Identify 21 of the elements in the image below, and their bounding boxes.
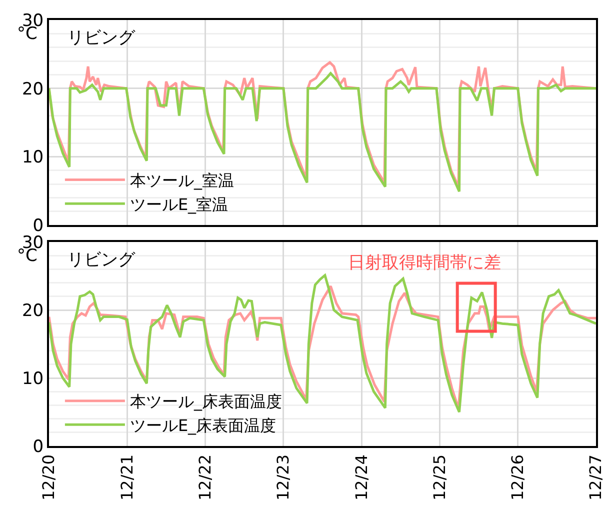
text: リビング bbox=[67, 250, 136, 270]
x-tick-label: 12/24 bbox=[352, 454, 371, 501]
x-tick-label: 12/20 bbox=[39, 454, 58, 501]
x-tick-label: 12/25 bbox=[430, 454, 449, 501]
text: リビング bbox=[67, 28, 136, 48]
legend-label: 本ツール_室温 bbox=[130, 171, 234, 190]
legend-label: ツールE_室温 bbox=[130, 194, 228, 214]
annotation: 日射取得時間帯に差 bbox=[348, 253, 501, 273]
x-tick-label: 12/22 bbox=[195, 454, 214, 501]
y-tick-label: 10 bbox=[22, 148, 44, 168]
y-tick-label: 20 bbox=[22, 300, 44, 321]
y-tick-label: 10 bbox=[22, 368, 44, 389]
x-tick-label: 12/26 bbox=[508, 454, 528, 501]
legend-label: 本ツール_床表面温度 bbox=[130, 392, 282, 412]
x-tick-label: 12/27 bbox=[586, 454, 606, 501]
x-tick-label: 12/21 bbox=[117, 454, 136, 501]
y-tick-label: 20 bbox=[22, 79, 44, 100]
y-tick-label: 0 bbox=[32, 216, 44, 236]
legend-label: ツールE_床表面温度 bbox=[130, 416, 276, 435]
y-tick-label: 0 bbox=[32, 436, 44, 457]
x-tick-label: 12/23 bbox=[274, 454, 293, 501]
